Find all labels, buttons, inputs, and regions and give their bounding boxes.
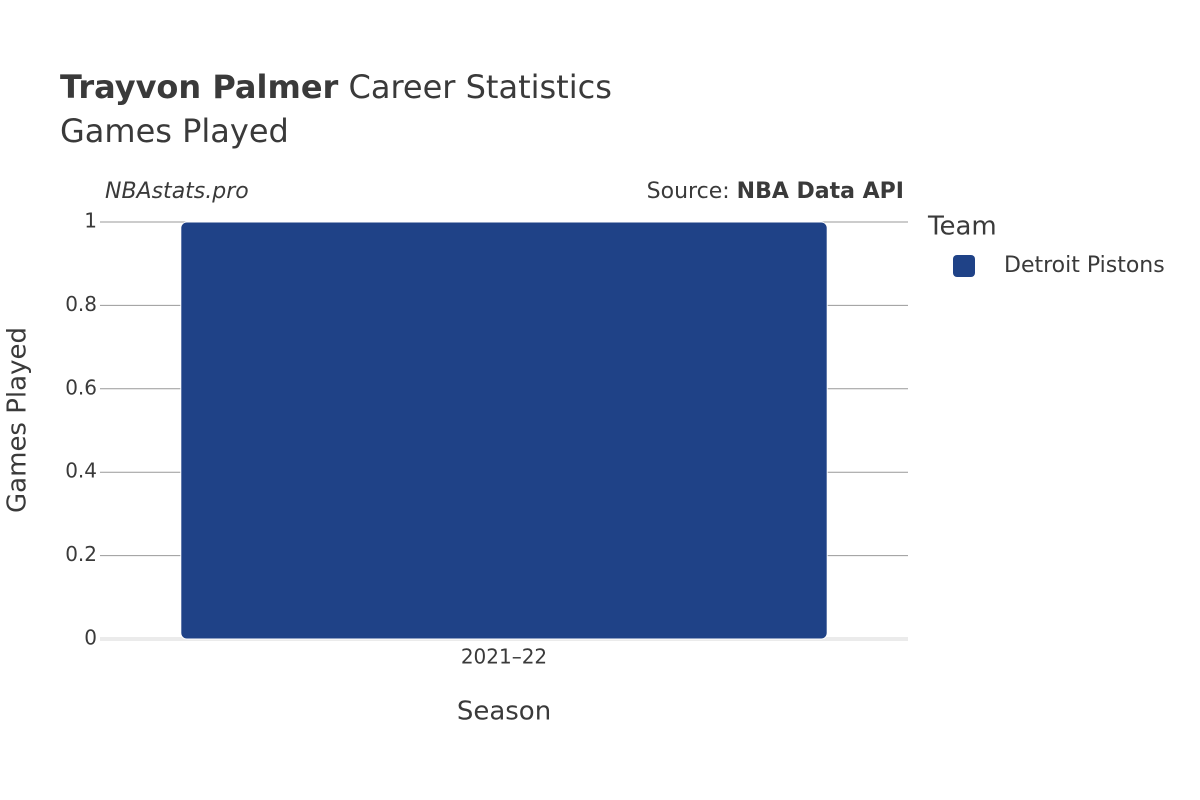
y-axis-label: Games Played — [3, 327, 33, 513]
y-tick-label: 0 — [84, 626, 97, 650]
legend-title: Team — [927, 212, 997, 242]
legend-label: Detroit Pistons — [1004, 253, 1165, 278]
y-tick-label: 0.8 — [65, 292, 97, 316]
y-tick-label: 0.2 — [65, 542, 97, 566]
chart-title: Trayvon Palmer Career Statistics — [60, 68, 612, 106]
bars — [180, 221, 828, 640]
watermark: NBAstats.pro — [105, 179, 249, 204]
title-rest: Career Statistics — [348, 68, 611, 106]
chart-subtitle: Games Played — [60, 112, 289, 150]
x-axis-label: Season — [457, 697, 551, 727]
x-tick-label: 2021–22 — [461, 645, 547, 669]
y-tick-label: 0.4 — [65, 459, 97, 483]
bar — [180, 221, 828, 640]
source: Source: NBA Data API — [647, 179, 904, 204]
title-bold: Trayvon Palmer — [60, 68, 339, 106]
source-label: Source: — [647, 179, 730, 204]
y-tick-label: 0.6 — [65, 375, 97, 399]
source-name: NBA Data API — [737, 179, 904, 204]
y-tick-label: 1 — [84, 209, 97, 233]
legend-swatch — [953, 255, 975, 277]
